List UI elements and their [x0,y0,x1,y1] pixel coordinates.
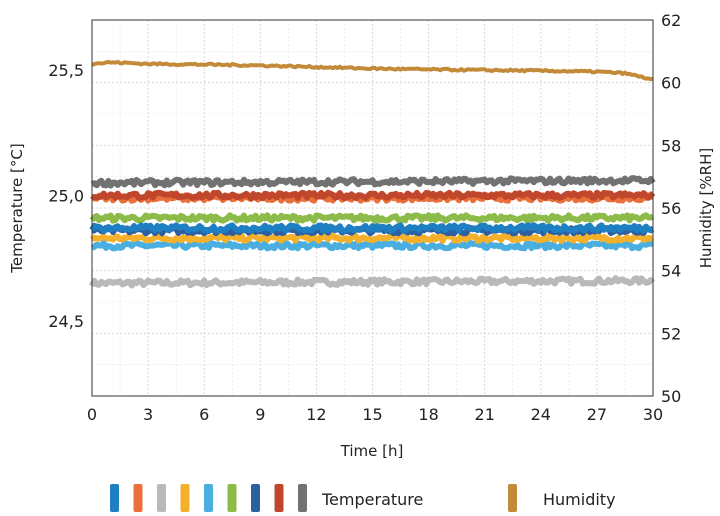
x-tick-labels: 0 3 6 9 12 15 18 21 24 27 30 [87,405,663,424]
x-tick-label: 12 [306,405,326,424]
series-layer [89,59,656,289]
x-tick-label: 24 [531,405,551,424]
y-right-tick-label: 52 [661,324,681,343]
humidity-series-line [91,59,654,82]
y-left-tick-label: 25,5 [48,61,84,80]
temperature-series-line [90,239,654,252]
y-left-tick-labels: 24,5 25,0 25,5 [48,61,84,331]
x-tick-label: 15 [362,405,382,424]
y-right-tick-label: 54 [661,262,681,281]
x-axis-title: Time [h] [340,442,404,460]
y-right-tick-label: 60 [661,74,681,93]
y-right-tick-label: 62 [661,11,681,30]
temperature-series-line [90,175,656,189]
plot-frame [91,19,654,397]
legend-temperature-label: Temperature [321,490,423,509]
x-tick-label: 30 [643,405,663,424]
x-tick-label: 27 [587,405,607,424]
temperature-series-line [90,232,655,244]
legend-temperature-swatch [180,484,190,512]
legend: Temperature Humidity [110,484,616,512]
legend-temperature-swatch [204,484,213,512]
legend-temperature-swatch [298,484,307,512]
y-left-tick-label: 25,0 [48,186,84,205]
y-right-tick-label: 58 [661,136,681,155]
x-tick-label: 18 [418,405,438,424]
x-tick-label: 21 [475,405,495,424]
temperature-series-line [89,212,655,224]
y-right-tick-label: 50 [661,387,681,406]
y-left-axis-title: Temperature [°C] [8,143,26,273]
x-tick-label: 6 [199,405,209,424]
legend-temperature-swatch [110,484,119,512]
y-right-axis-title: Humidity [%RH] [697,148,715,268]
y-right-tick-labels: 50 52 54 56 58 60 62 [661,11,681,406]
legend-temperature-swatch [157,484,166,512]
y-left-tick-label: 24,5 [48,312,84,331]
legend-humidity-label: Humidity [543,490,616,509]
legend-temperature-swatch [251,484,260,512]
x-tick-label: 9 [255,405,265,424]
temperature-series-line [89,275,656,289]
temperature-series-line [91,189,656,202]
temperature-series-line [89,222,654,234]
legend-temperature-swatch [227,484,237,512]
legend-temperature-swatch [133,484,143,512]
y-right-tick-label: 56 [661,199,681,218]
legend-humidity-swatch [508,484,517,512]
x-tick-label: 3 [143,405,153,424]
grid [91,19,654,397]
legend-temperature-swatches [110,484,307,512]
legend-temperature-swatch [274,484,284,512]
x-tick-label: 0 [87,405,97,424]
